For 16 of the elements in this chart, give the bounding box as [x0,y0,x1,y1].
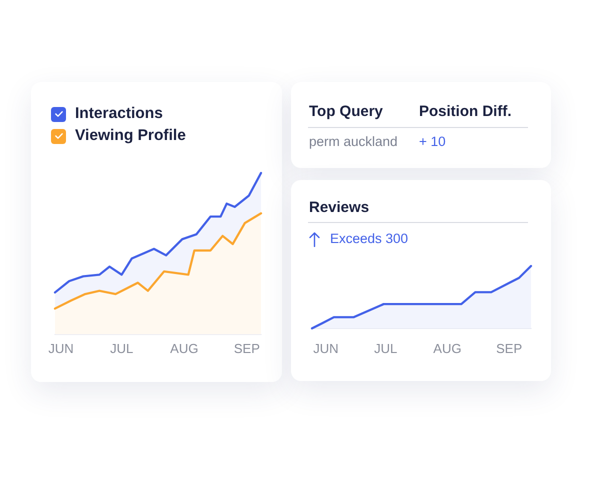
x-tick-label: JUN [48,340,74,356]
text: + 10 [419,134,446,150]
text: Top Query [309,103,383,121]
text: perm auckland [309,134,398,150]
x-tick-label: JUL [110,340,134,356]
text: Position Diff. [419,103,512,121]
x-tick-label: AUG [170,340,198,356]
x-tick-label: AUG [433,340,462,356]
legend-label: Interactions [75,105,163,123]
chart-title: Reviews [309,199,370,217]
x-tick-label: SEP [234,340,260,356]
legend-label: Viewing Profile [75,127,186,145]
text: Exceeds 300 [330,231,408,247]
x-tick-label: JUN [313,340,339,356]
x-tick-label: SEP [496,340,522,356]
x-tick-label: JUL [374,340,398,356]
